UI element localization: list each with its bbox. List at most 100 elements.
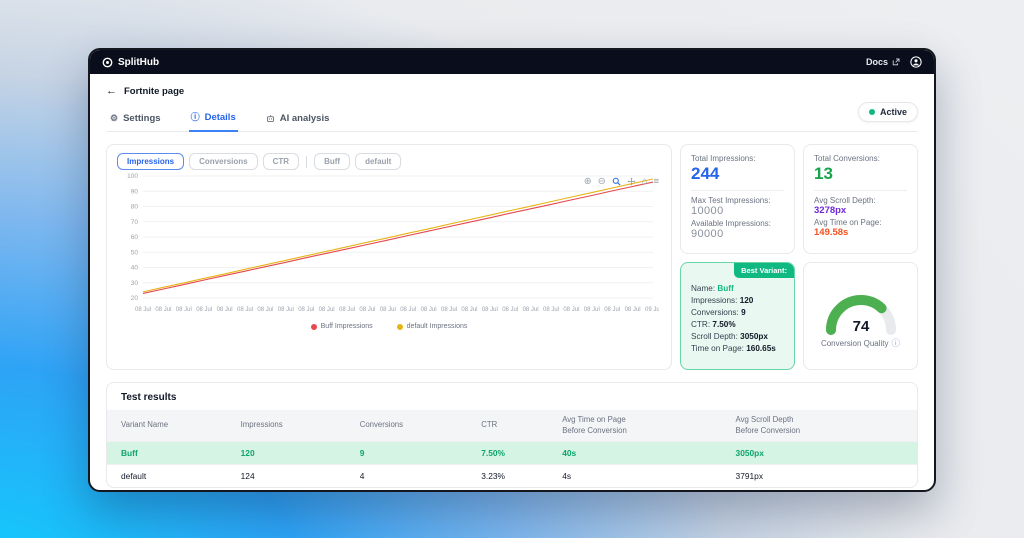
- line-chart[interactable]: 20 30 40 50 60 70 80 90 100 08 Jul 08 Jul 08 Jul 08 …: [117, 170, 661, 322]
- svg-text:08 Jul: 08 Jul: [482, 307, 498, 313]
- col-variant-name: Variant Name: [107, 410, 241, 442]
- best-variant-row-conversions: Conversions: 9: [691, 308, 746, 317]
- avg-scroll-depth-label: Avg Scroll Depth:: [814, 196, 876, 205]
- best-variant-row-scroll-depth: Scroll Depth: 3050px: [691, 332, 768, 341]
- svg-text:20: 20: [131, 295, 139, 302]
- col-impressions: Impressions: [240, 410, 360, 442]
- svg-text:08 Jul: 08 Jul: [135, 307, 151, 313]
- svg-text:08 Jul: 08 Jul: [625, 307, 641, 313]
- svg-text:08 Jul: 08 Jul: [502, 307, 518, 313]
- gauge-label: Conversion Quality: [820, 338, 889, 348]
- svg-text:08 Jul: 08 Jul: [278, 307, 294, 313]
- max-impressions-value: 10000: [691, 205, 724, 217]
- app-window: SplitHub Docs ← Fortnite page Active ⚙ S: [88, 48, 936, 492]
- total-conversions-value: 13: [814, 164, 833, 183]
- legend-default-impressions[interactable]: default Impressions: [396, 323, 467, 330]
- best-variant-row-impressions: Impressions: 120: [691, 296, 754, 305]
- best-variant-badge: Best Variant:: [734, 263, 794, 278]
- col-avg-scroll-depth: Avg Scroll Depth Before Conversion: [735, 410, 917, 442]
- brand-logo-icon: [102, 57, 113, 68]
- series-default-impressions: [142, 178, 654, 293]
- chart-legend: Buff Impressions default Impressions: [117, 323, 661, 330]
- avg-time-on-page-label: Avg Time on Page:: [814, 218, 882, 227]
- menu-icon[interactable]: ≡: [653, 176, 659, 187]
- tab-bar: ⚙ Settings ⓘ Details AI analysis: [106, 106, 918, 132]
- svg-text:08 Jul: 08 Jul: [339, 307, 355, 313]
- info-circle-icon[interactable]: ⓘ: [891, 337, 901, 348]
- max-impressions-label: Max Test Impressions:: [691, 196, 771, 205]
- best-variant-card: Best Variant: Name: Buff Impressions: 120…: [680, 262, 795, 370]
- test-results-card: Test results Variant Name Impressions Conv…: [106, 382, 918, 489]
- svg-text:08 Jul: 08 Jul: [155, 307, 171, 313]
- chip-buff[interactable]: Buff: [314, 153, 351, 170]
- svg-text:08 Jul: 08 Jul: [604, 307, 620, 313]
- chip-divider: [306, 155, 308, 168]
- chip-conversions[interactable]: Conversions: [189, 153, 258, 170]
- col-conversions: Conversions: [359, 410, 482, 442]
- brand: SplitHub: [102, 57, 159, 68]
- legend-dot-icon: [396, 323, 403, 330]
- zoom-in-icon[interactable]: ⊕: [583, 176, 592, 187]
- gear-icon: ⚙: [110, 112, 119, 123]
- available-impressions-value: 90000: [691, 228, 724, 240]
- svg-text:08 Jul: 08 Jul: [176, 307, 192, 313]
- svg-text:100: 100: [127, 173, 138, 180]
- best-variant-row-ctr: CTR: 7.50%: [691, 320, 736, 329]
- series-buff-impressions: [142, 181, 654, 294]
- chip-ctr[interactable]: CTR: [262, 153, 300, 170]
- chip-default[interactable]: default: [355, 153, 402, 170]
- topbar: SplitHub Docs: [90, 50, 934, 74]
- svg-text:30: 30: [131, 280, 139, 287]
- result-row-default[interactable]: default 124 4 3.23% 4s 3791px: [107, 464, 917, 488]
- svg-text:08 Jul: 08 Jul: [523, 307, 539, 313]
- legend-buff-impressions[interactable]: Buff Impressions: [310, 323, 373, 330]
- svg-text:08 Jul: 08 Jul: [441, 307, 457, 313]
- svg-text:08 Jul: 08 Jul: [217, 307, 233, 313]
- svg-text:08 Jul: 08 Jul: [421, 307, 437, 313]
- svg-text:08 Jul: 08 Jul: [563, 307, 579, 313]
- chip-impressions[interactable]: Impressions: [117, 153, 185, 170]
- svg-text:08 Jul: 08 Jul: [237, 307, 253, 313]
- zoom-select-icon[interactable]: [612, 177, 621, 186]
- svg-text:08 Jul: 08 Jul: [359, 307, 375, 313]
- results-table: Variant Name Impressions Conversions CTR Avg…: [107, 410, 917, 488]
- tab-ai-analysis[interactable]: AI analysis: [264, 106, 332, 131]
- active-dot-icon: [868, 109, 875, 115]
- total-impressions-value: 244: [691, 164, 720, 183]
- total-conversions-label: Total Conversions:: [814, 154, 880, 163]
- docs-link[interactable]: Docs: [866, 57, 900, 67]
- svg-text:50: 50: [131, 249, 139, 256]
- conversion-quality-gauge: 74: [825, 294, 896, 335]
- col-ctr: CTR: [481, 410, 563, 442]
- svg-text:08 Jul: 08 Jul: [400, 307, 416, 313]
- info-icon: ⓘ: [190, 112, 200, 122]
- avg-time-on-page-value: 149.58s: [814, 227, 849, 238]
- available-impressions-label: Available Impressions:: [691, 219, 771, 228]
- gauge-value: 74: [852, 318, 869, 335]
- svg-text:80: 80: [131, 204, 139, 211]
- svg-text:70: 70: [131, 219, 139, 226]
- zoom-out-icon[interactable]: ⊖: [597, 176, 606, 187]
- result-row-buff[interactable]: Buff 120 9 7.50% 40s 3050px: [107, 441, 917, 465]
- status-badge: Active: [857, 102, 918, 122]
- conversion-quality-card: 74 Conversion Quality ⓘ: [803, 262, 918, 370]
- back-button[interactable]: ←: [106, 84, 117, 97]
- page-title: Fortnite page: [124, 85, 185, 97]
- svg-text:08 Jul: 08 Jul: [319, 307, 335, 313]
- svg-text:08 Jul: 08 Jul: [298, 307, 314, 313]
- svg-text:08 Jul: 08 Jul: [380, 307, 396, 313]
- account-avatar-icon[interactable]: [910, 56, 922, 68]
- svg-text:08 Jul: 08 Jul: [543, 307, 559, 313]
- avg-scroll-depth-value: 3278px: [814, 205, 847, 216]
- svg-text:08 Jul: 08 Jul: [257, 307, 273, 313]
- tab-details[interactable]: ⓘ Details: [188, 106, 238, 132]
- home-icon[interactable]: ⌂: [641, 176, 648, 187]
- svg-text:09 Jul: 09 Jul: [645, 307, 659, 313]
- chart-filter-chips: Impressions Conversions CTR Buff default: [117, 153, 661, 170]
- legend-dot-icon: [310, 323, 317, 330]
- svg-text:08 Jul: 08 Jul: [196, 307, 212, 313]
- tab-settings[interactable]: ⚙ Settings: [110, 112, 161, 124]
- total-conversions-card: Total Conversions: 13 Avg Scroll Depth: …: [803, 144, 918, 254]
- pan-icon[interactable]: [627, 177, 636, 186]
- best-variant-row-name: Name: Buff: [691, 284, 734, 293]
